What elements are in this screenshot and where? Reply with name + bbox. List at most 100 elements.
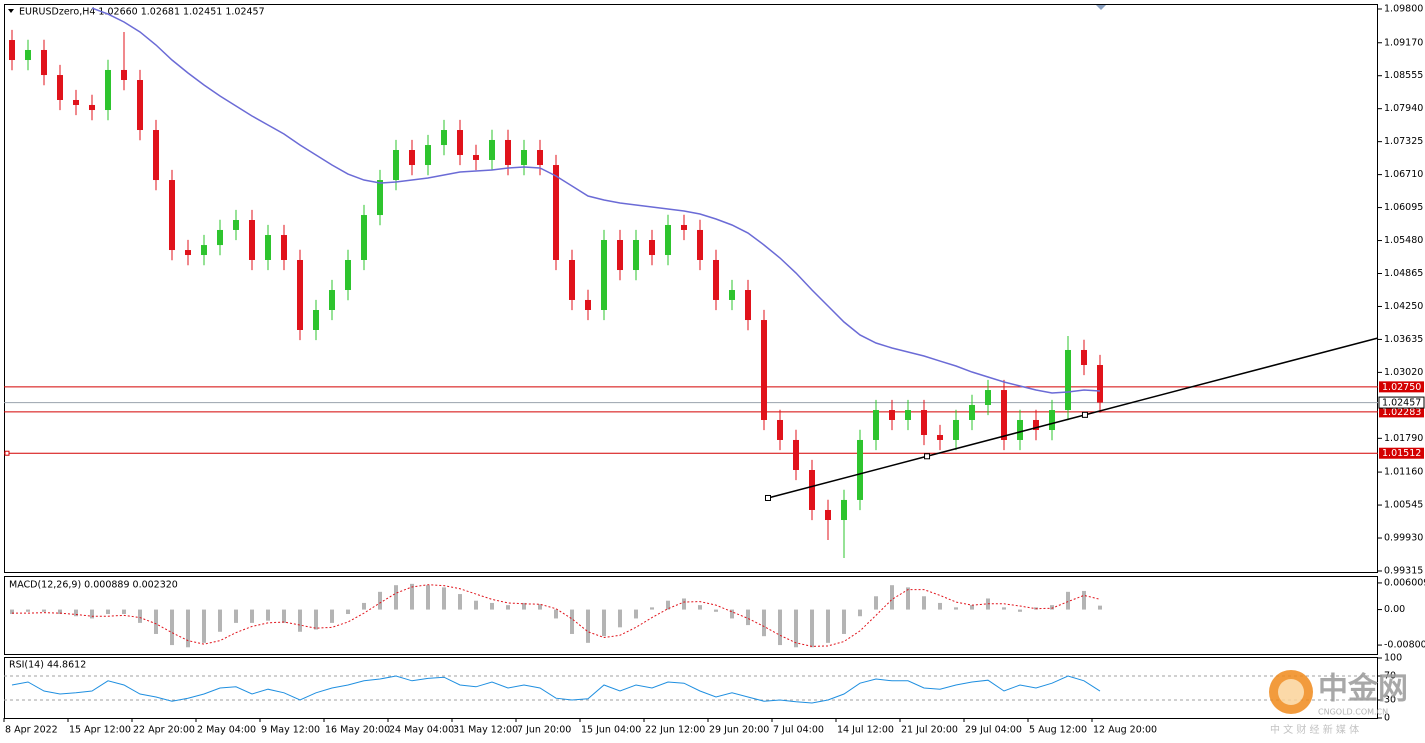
rsi-tick-label: 30: [1384, 695, 1396, 706]
candle-body: [1097, 364, 1103, 403]
menu-arrow[interactable]: [8, 9, 14, 13]
macd-panel: [4, 576, 1378, 655]
macd-bar: [554, 609, 558, 619]
macd-bar: [90, 609, 94, 619]
candle-body: [201, 245, 207, 256]
y-tick-label: 1.04250: [1384, 301, 1423, 312]
candle-body: [313, 310, 319, 330]
candle-body: [441, 130, 447, 146]
rsi-panel: [4, 657, 1378, 719]
trend-line: [767, 337, 1379, 499]
macd-bar: [10, 609, 14, 615]
candle-body: [57, 75, 63, 100]
level-label-box: [1379, 406, 1424, 418]
candle-body: [169, 180, 175, 251]
current-price-box: [1378, 396, 1425, 409]
candle-body: [745, 290, 751, 321]
macd-bar: [122, 609, 126, 615]
macd-bar: [74, 609, 78, 617]
candle-body: [841, 499, 847, 521]
candle-body: [41, 49, 47, 76]
macd-bar: [474, 600, 478, 610]
macd-bar: [1050, 605, 1054, 610]
level-label-box: [1379, 447, 1424, 459]
candle-body: [969, 404, 975, 420]
y-tick-label: 1.08555: [1384, 70, 1423, 81]
watermark-domain: CNGOLD.COM.CN: [1318, 708, 1388, 717]
watermark-tagline: 中 文 财 经 新 媒 体: [1270, 723, 1359, 736]
candle-body: [377, 180, 383, 216]
candle-body: [553, 165, 559, 260]
candle-body: [249, 220, 255, 260]
y-tick-label: 1.09800: [1384, 3, 1423, 14]
candle-body: [953, 419, 959, 440]
candle-body: [761, 320, 767, 420]
candle-body: [1033, 419, 1039, 431]
candle-body: [393, 150, 399, 181]
candle-body: [425, 145, 431, 166]
x-tick-label: 7 Jun 20:00: [517, 725, 571, 736]
trend-anchor: [1081, 411, 1088, 418]
candle-body: [649, 240, 655, 256]
macd-bar: [794, 609, 798, 648]
candle-body: [665, 224, 671, 256]
level-label: 1.02750: [1382, 382, 1421, 393]
macd-bar: [842, 609, 846, 634]
y-tick-label: 1.06095: [1384, 202, 1423, 213]
candle-body: [345, 259, 351, 291]
candle-body: [889, 410, 895, 420]
y-tick-label: 1.03020: [1384, 367, 1423, 378]
x-tick-label: 29 Jun 20:00: [709, 725, 769, 736]
macd-bar: [586, 609, 590, 643]
x-tick-label: 24 May 04:00: [389, 725, 454, 736]
candle-body: [105, 69, 111, 111]
rsi-tick-label: 70: [1384, 671, 1396, 682]
candle-body: [921, 410, 927, 435]
x-tick-label: 21 Jul 20:00: [901, 725, 958, 736]
candle-body: [873, 410, 879, 440]
x-tick-label: 8 Apr 2022: [5, 725, 58, 736]
macd-bar: [1098, 605, 1102, 610]
y-tick-label: 1.07325: [1384, 136, 1423, 147]
candle-body: [905, 410, 911, 420]
candle-body: [1017, 419, 1023, 440]
watermark: 中金网 CNGOLD.COM.CN 中 文 财 经 新 媒 体: [1269, 670, 1408, 736]
candle-body: [1065, 349, 1071, 411]
candle-body: [633, 240, 639, 271]
macd-bar: [138, 609, 142, 623]
macd-bar: [890, 585, 894, 610]
watermark-logo-inner: [1278, 679, 1304, 705]
candle-body: [713, 259, 719, 300]
candle-body: [153, 130, 159, 181]
candle-body: [489, 139, 495, 160]
rsi-title: RSI(14) 44.8612: [9, 660, 86, 671]
candle-body: [1049, 410, 1055, 431]
candle-body: [281, 235, 287, 260]
moving-average-line: [91, 7, 1101, 394]
macd-bar: [154, 609, 158, 634]
y-tick-label: 0.99930: [1384, 533, 1423, 544]
y-tick-label: 1.00545: [1384, 500, 1423, 511]
macd-bar: [330, 609, 334, 623]
candle-body: [857, 439, 863, 500]
macd-bar: [522, 602, 526, 610]
candle-body: [825, 509, 831, 521]
candle-body: [89, 104, 95, 111]
macd-bar: [778, 609, 782, 646]
macd-bar: [826, 609, 830, 643]
candle-body: [937, 434, 943, 440]
y-tick-label: 1.04865: [1384, 268, 1423, 279]
macd-bar: [874, 596, 878, 610]
shift-marker: [1096, 5, 1106, 10]
macd-bar: [426, 585, 430, 610]
macd-bar: [42, 609, 46, 612]
candle-body: [73, 99, 79, 105]
candle-body: [297, 259, 303, 330]
level-label-box: [1379, 381, 1424, 393]
macd-bar: [618, 609, 622, 628]
macd-signal-line: [12, 584, 1101, 647]
macd-bar: [938, 602, 942, 610]
candle-body: [697, 229, 703, 260]
